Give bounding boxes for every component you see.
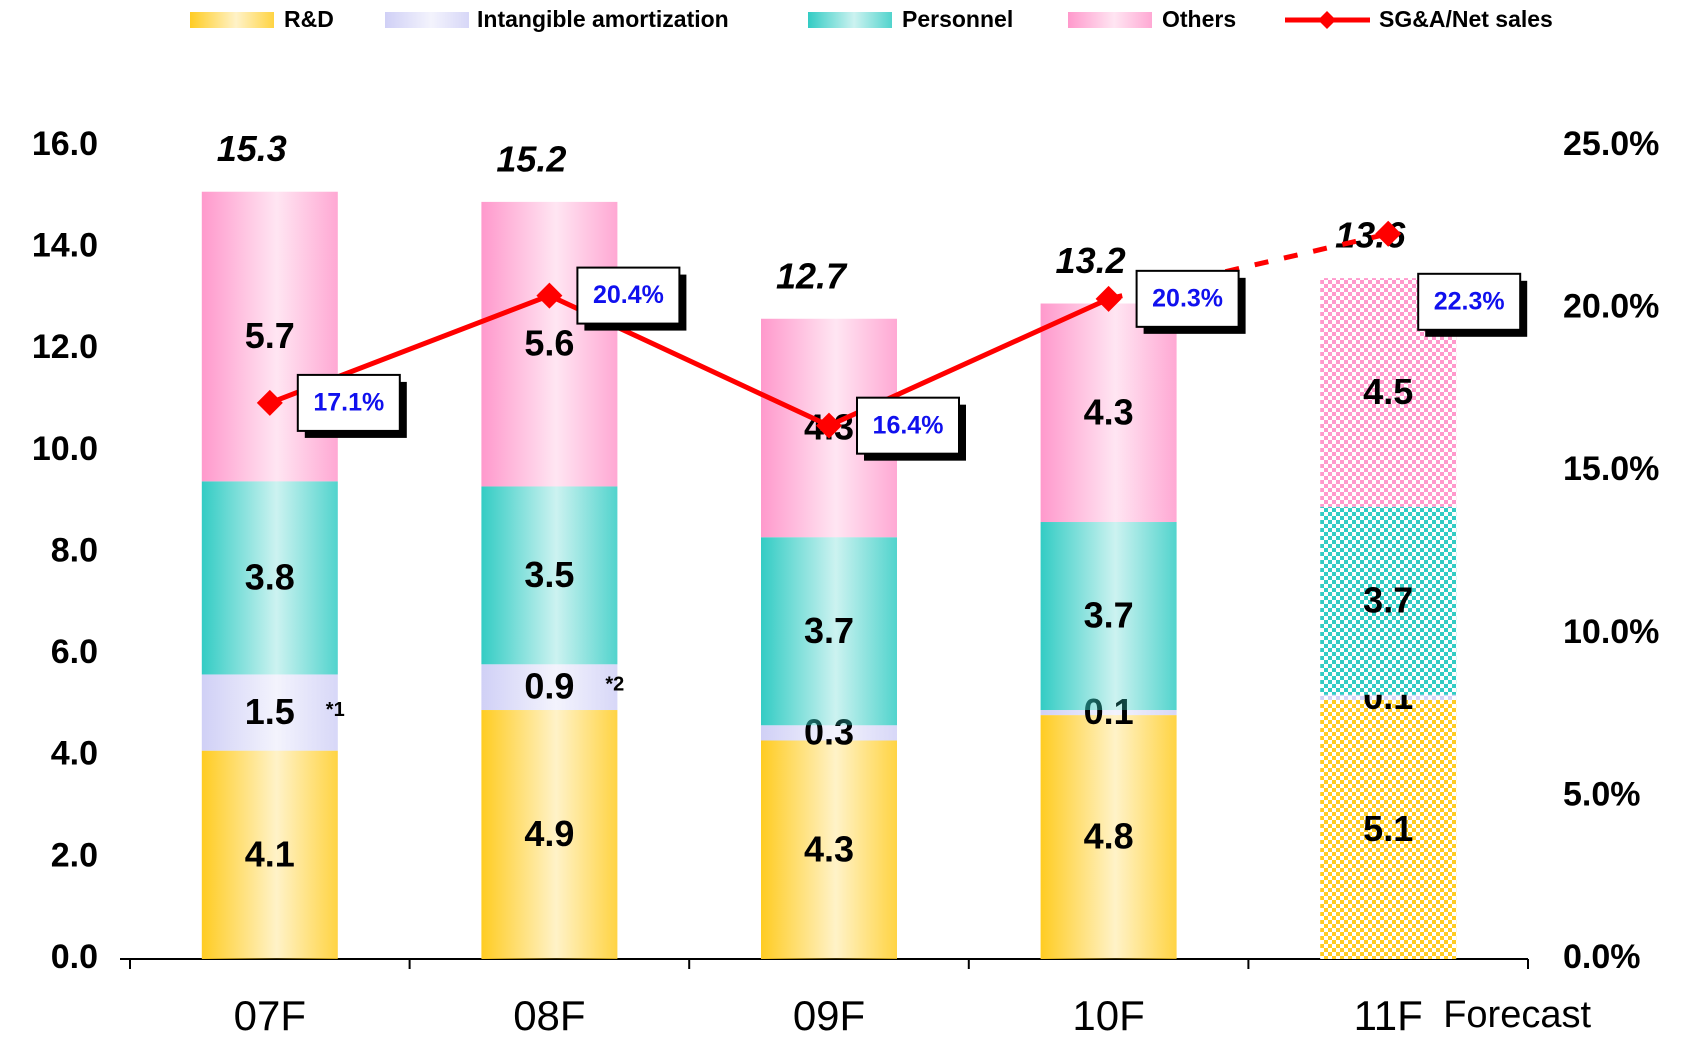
bar-segment [1040,715,1177,959]
y2-tick-label: 25.0% [1563,125,1659,163]
line-value-label: 20.4% [593,281,664,309]
line [268,292,1110,429]
segment-label: 3.7 [804,610,854,651]
y-tick-label: 4.0 [51,735,98,773]
bar-segment [1320,699,1457,959]
y-tick-label: 8.0 [51,531,98,569]
segment-label: 3.8 [245,556,295,597]
bar-segment [481,201,618,487]
bar-segment [481,664,618,711]
segment-label: 4.5 [1363,371,1413,412]
legend-swatch [1068,12,1152,28]
segment-label: 1.5 [245,691,295,732]
x-note: Forecast [1443,994,1591,1036]
category-label: 07F [234,992,306,1039]
line-marker [1095,285,1122,312]
category-label: 09F [793,992,865,1039]
bar-segment [1320,694,1457,700]
total-label: 15.3 [217,128,287,169]
y2-tick-label: 0.0% [1563,938,1641,976]
segment-label: 5.6 [524,323,574,364]
total-label: 12.7 [776,255,848,296]
bar-segment [481,710,618,959]
legend-swatch [190,12,274,28]
bar-segment [761,537,897,726]
y-tick-label: 16.0 [32,125,98,163]
line-marker [816,412,842,439]
bar-segment [201,750,338,959]
y2-tick-label: 5.0% [1563,775,1641,813]
segment-label: 0.9 [524,666,574,707]
segment-label: 4.3 [804,828,854,869]
legend-label: R&D [284,6,334,32]
segment-label: 5.7 [245,315,295,356]
category-label: 11F [1354,992,1423,1039]
y-tick-label: 6.0 [51,633,98,671]
line-value-label: 16.4% [873,411,944,439]
line-value-label: 22.3% [1434,287,1505,315]
total-label: 15.2 [496,138,566,179]
bar-segment [1320,506,1457,695]
segment-label: 3.5 [524,554,574,595]
y2-tick-label: 10.0% [1563,613,1659,651]
label-box [1417,272,1522,331]
category-label: 10F [1072,992,1144,1039]
legend-label: Intangible amortization [477,6,729,32]
line-value-label: 20.3% [1152,284,1223,312]
y-tick-label: 12.0 [32,328,98,366]
legend-swatch [385,12,469,28]
segment-label: 5.1 [1363,808,1413,849]
line-value-label: 17.1% [313,389,384,417]
legend-label: Personnel [902,6,1013,32]
line-marker [536,282,563,309]
footnote-mark: *2 [605,673,624,695]
bar-segment [761,725,897,741]
bar-segment [761,740,897,959]
bar-segment [1040,710,1177,716]
y-tick-label: 10.0 [32,430,98,468]
bar-segment [1040,522,1177,711]
y2-tick-label: 15.0% [1563,450,1659,488]
total-label: 13.2 [1056,240,1126,281]
bar-segment [201,481,338,675]
legend-marker [1318,11,1336,29]
segment-label: 4.8 [1084,816,1134,857]
label-box [856,396,960,455]
label-box [1135,269,1240,328]
footnote-mark: *1 [326,699,345,721]
legend-label: SG&A/Net sales [1379,6,1553,32]
y-tick-label: 2.0 [51,836,98,874]
label-box [296,373,401,432]
segment-label: 4.9 [524,813,574,854]
segment-label: 4.3 [1084,391,1134,432]
line-marker [256,389,283,416]
legend-swatch [808,12,892,28]
segment-label: 3.7 [1084,595,1134,636]
bar-segment [201,674,338,751]
y2-tick-label: 20.0% [1563,288,1659,326]
category-label: 08F [513,992,585,1039]
legend-label: Others [1162,6,1236,32]
segment-label: 4.1 [245,833,295,874]
bar-segment [481,486,618,665]
y-tick-label: 14.0 [32,227,98,265]
bar-segment [1040,303,1177,523]
label-box [576,266,681,325]
segment-label: 3.7 [1363,579,1413,620]
line-marker [1375,220,1402,247]
y-tick-label: 0.0 [51,938,98,976]
